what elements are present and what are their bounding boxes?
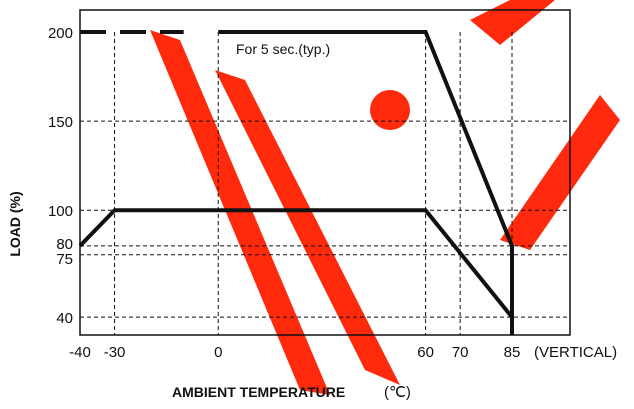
y-tick-label: 200: [48, 25, 73, 42]
curve-peak-load: [218, 30, 514, 335]
x-tick-label: 60: [417, 344, 434, 361]
x-tick-label: -40: [69, 344, 91, 361]
plot-frame: [79, 9, 571, 336]
curve-continuous-load: [78, 208, 514, 335]
y-tick-label: 100: [48, 203, 73, 220]
x-tick-suffix: (VERTICAL): [534, 344, 617, 361]
watermark-stroke: [215, 70, 400, 385]
x-tick-label: 0: [214, 344, 222, 361]
y-tick-label: 75: [56, 251, 73, 268]
y-tick-label: 80: [56, 236, 73, 253]
annotation: For 5 sec.(typ.): [236, 41, 330, 57]
watermark-stroke: [500, 95, 620, 250]
curves: [78, 30, 514, 335]
watermark-dot: [370, 90, 410, 130]
x-tick-labels: -40 -30 0 60 70 85 (VERTICAL): [69, 344, 617, 361]
x-tick-label: 70: [452, 344, 469, 361]
y-tick-label: 40: [56, 310, 73, 327]
x-tick-label: 85: [504, 344, 521, 361]
x-axis-title: AMBIENT TEMPERATURE: [172, 384, 345, 400]
watermark-stroke: [470, 0, 555, 45]
y-axis-title: LOAD (%): [7, 191, 23, 256]
x-tick-label: -30: [104, 344, 126, 361]
x-axis-unit: (℃): [384, 384, 411, 401]
y-tick-label: 150: [48, 114, 73, 131]
